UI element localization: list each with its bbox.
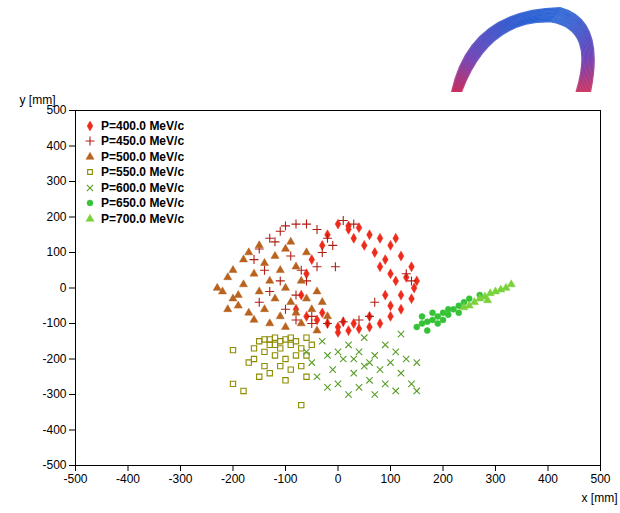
svg-text:-400: -400 (42, 423, 66, 437)
html-text:P=550.0 MeV/c: P=550.0 MeV/c (101, 165, 185, 180)
svg-text:200: 200 (46, 210, 66, 224)
svg-text:-200: -200 (221, 472, 245, 486)
svg-text:300: 300 (485, 472, 505, 486)
svg-text:-200: -200 (42, 352, 66, 366)
svg-text:x [mm]: x [mm] (582, 491, 618, 505)
svg-text:-500: -500 (63, 472, 87, 486)
html-text:P=500.0 MeV/c: P=500.0 MeV/c (101, 149, 185, 164)
svg-text:400: 400 (538, 472, 558, 486)
svg-text:-100: -100 (273, 472, 297, 486)
svg-text:-500: -500 (42, 458, 66, 472)
html-text:P=600.0 MeV/c: P=600.0 MeV/c (101, 180, 185, 195)
svg-text:300: 300 (46, 174, 66, 188)
svg-text:100: 100 (46, 245, 66, 259)
svg-text:100: 100 (380, 472, 400, 486)
svg-text:500: 500 (590, 472, 610, 486)
svg-text:-100: -100 (42, 316, 66, 330)
html-text:P=400.0 MeV/c: P=400.0 MeV/c (101, 118, 185, 133)
svg-text:-400: -400 (116, 472, 140, 486)
svg-text:200: 200 (433, 472, 453, 486)
html-text:P=700.0 MeV/c: P=700.0 MeV/c (101, 211, 185, 226)
svg-text:-300: -300 (168, 472, 192, 486)
html-text:P=450.0 MeV/c: P=450.0 MeV/c (101, 134, 185, 149)
svg-text:y [mm]: y [mm] (20, 93, 56, 107)
svg-text:400: 400 (46, 139, 66, 153)
svg-text:0: 0 (335, 472, 342, 486)
html-text:P=650.0 MeV/c: P=650.0 MeV/c (101, 196, 185, 211)
svg-text:-300: -300 (42, 387, 66, 401)
svg-text:0: 0 (60, 281, 67, 295)
svg-text:500: 500 (46, 103, 67, 118)
